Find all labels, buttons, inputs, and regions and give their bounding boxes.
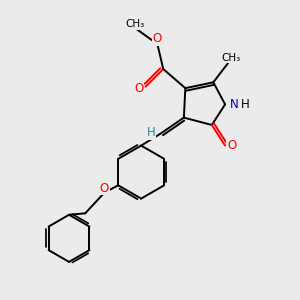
Text: CH₃: CH₃ bbox=[221, 53, 241, 63]
Text: O: O bbox=[153, 32, 162, 45]
Text: O: O bbox=[134, 82, 144, 95]
Text: H: H bbox=[146, 126, 155, 139]
Text: CH₃: CH₃ bbox=[126, 19, 145, 29]
Text: N: N bbox=[230, 98, 239, 111]
Text: O: O bbox=[100, 182, 109, 195]
Text: H: H bbox=[241, 98, 250, 111]
Text: O: O bbox=[227, 139, 236, 152]
